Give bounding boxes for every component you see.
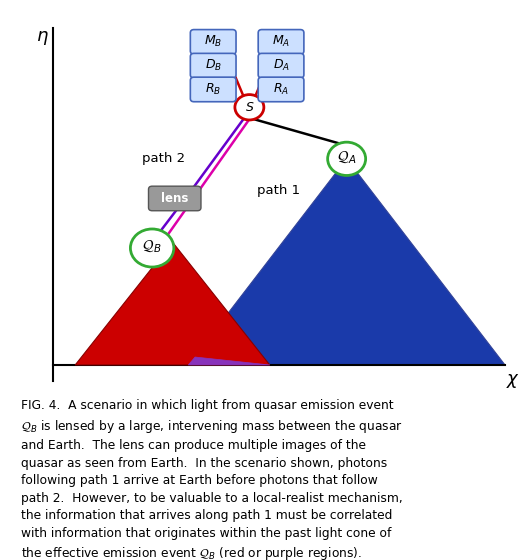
Text: FIG. 4.  A scenario in which light from quasar emission event
$\mathcal{Q}_B$ is: FIG. 4. A scenario in which light from q… [21,399,403,560]
Text: $M_B$: $M_B$ [204,34,222,49]
Polygon shape [75,242,270,365]
Circle shape [235,95,264,120]
Polygon shape [188,357,270,365]
Text: path 1: path 1 [257,184,300,197]
FancyBboxPatch shape [190,30,236,54]
Text: $D_A$: $D_A$ [272,58,289,73]
Text: χ: χ [507,370,517,388]
Text: $R_A$: $R_A$ [273,82,289,97]
Text: η: η [37,27,48,45]
Text: $M_A$: $M_A$ [272,34,290,49]
Polygon shape [188,159,505,365]
Circle shape [328,142,366,175]
FancyBboxPatch shape [258,30,304,54]
FancyBboxPatch shape [258,77,304,102]
FancyBboxPatch shape [258,53,304,78]
Text: $S$: $S$ [245,101,254,114]
FancyBboxPatch shape [148,186,201,211]
FancyBboxPatch shape [190,77,236,102]
Circle shape [130,229,174,267]
FancyBboxPatch shape [190,53,236,78]
Text: lens: lens [161,192,188,205]
Text: path 2: path 2 [142,152,185,165]
Text: $\mathcal{Q}_B$: $\mathcal{Q}_B$ [143,239,162,255]
Text: $D_B$: $D_B$ [205,58,222,73]
Text: $\mathcal{Q}_A$: $\mathcal{Q}_A$ [337,150,356,166]
Text: $R_B$: $R_B$ [205,82,221,97]
